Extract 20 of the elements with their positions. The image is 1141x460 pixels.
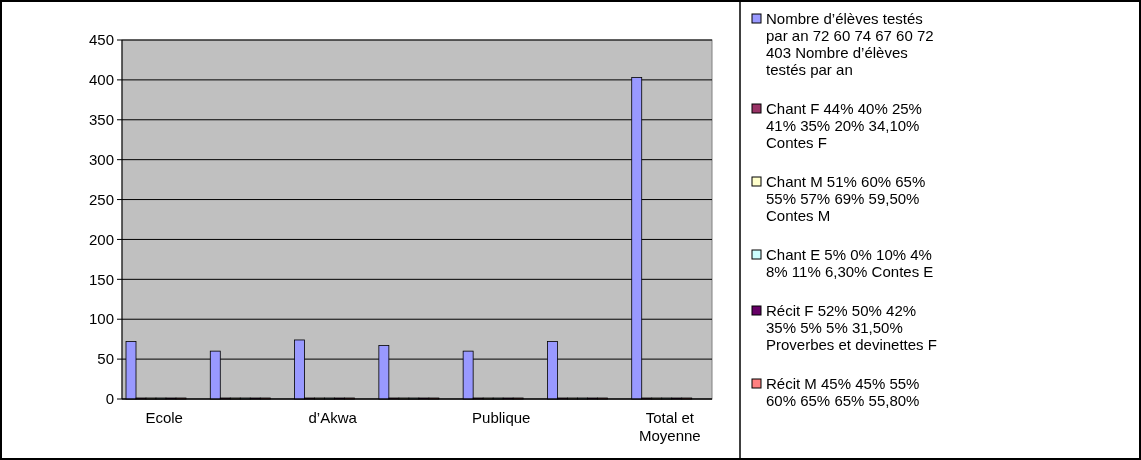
x-tick-label: d’Akwa bbox=[308, 409, 358, 426]
legend-label: Chant E 5% 0% 10% 4% 8% 11% 6,30% Contes E bbox=[766, 246, 934, 280]
y-tick-label: 350 bbox=[88, 111, 114, 129]
legend-label: Chant M 51% 60% 65% 55% 57% 69% 59,50% Contes M bbox=[766, 173, 926, 224]
x-tick-label: Total et Moyenne bbox=[639, 409, 701, 444]
legend-label: Nombre d’élèves testés par an 72 60 74 67 60 72 403 Nombre d’élèves testés par an bbox=[766, 10, 934, 78]
y-tick-label: 150 bbox=[88, 270, 114, 288]
y-tick-label: 450 bbox=[88, 31, 114, 49]
y-tick-label: 200 bbox=[88, 230, 114, 248]
y-tick-label: 50 bbox=[97, 350, 114, 368]
y-tick-label: 250 bbox=[88, 190, 114, 208]
y-tick-label: 100 bbox=[88, 310, 114, 328]
x-tick-label: Ecole bbox=[145, 409, 183, 426]
legend-label: Récit F 52% 50% 42% 35% 5% 5% 31,50% Proverbes et devinettes F bbox=[766, 302, 937, 353]
y-tick-label: 400 bbox=[88, 71, 114, 89]
y-tick-label: 0 bbox=[105, 390, 114, 408]
legend-label: Récit M 45% 45% 55% 60% 65% 65% 55,80% bbox=[766, 375, 920, 409]
legend-label: Chant F 44% 40% 25% 41% 35% 20% 34,10% Contes F bbox=[766, 100, 922, 151]
y-tick-label: 300 bbox=[88, 150, 114, 168]
x-tick-label: Publique bbox=[472, 409, 531, 426]
